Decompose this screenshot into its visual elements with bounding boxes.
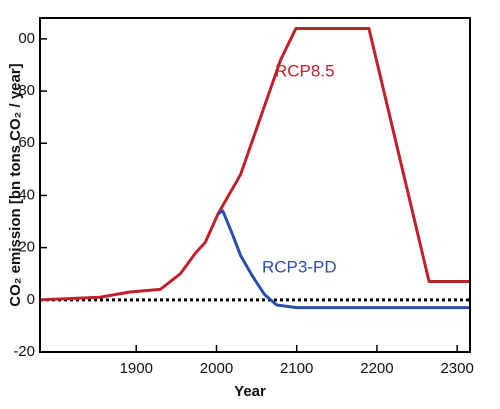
y-tick-label: 20 [18, 239, 35, 256]
y-tick-label: 40 [18, 186, 35, 203]
x-tick-label: 1900 [120, 360, 153, 377]
y-tick-label: 60 [18, 134, 35, 151]
x-tick-label: 2100 [280, 360, 313, 377]
y-tick-label: 00 [18, 30, 35, 47]
line-series [217, 209, 470, 310]
series-label: RCP3-PD [262, 257, 337, 276]
y-tick-label: 0 [27, 291, 35, 308]
plot-frame [39, 17, 471, 353]
series-label: RCP8.5 [275, 61, 335, 80]
y-tick-label: -20 [13, 343, 35, 360]
x-axis-label: Year [234, 383, 266, 400]
y-axis-label: CO₂ emission [bn tons CO₂ / year] [7, 63, 24, 306]
y-tick-label: 80 [18, 82, 35, 99]
x-tick-label: 2300 [440, 360, 473, 377]
line-series [39, 26, 470, 302]
x-tick-label: 2000 [200, 360, 233, 377]
x-tick-label: 2200 [360, 360, 393, 377]
